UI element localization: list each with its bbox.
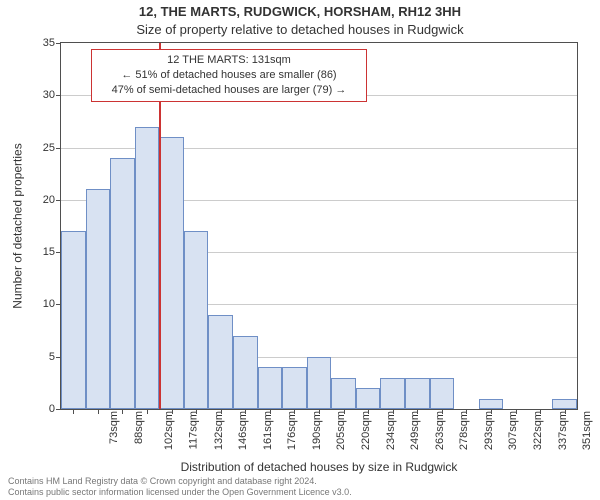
histogram-bar [258, 367, 283, 409]
histogram-bar [184, 231, 209, 409]
x-tick-label: 293sqm [483, 411, 495, 450]
x-tick-mark [98, 409, 99, 414]
chart-title-sub: Size of property relative to detached ho… [0, 22, 600, 37]
histogram-bar [380, 378, 405, 409]
histogram-bar [356, 388, 381, 409]
histogram-bar [331, 378, 356, 409]
x-tick-mark [196, 409, 197, 414]
x-tick-label: 263sqm [434, 411, 446, 450]
y-tick-mark [56, 148, 61, 149]
annotation-line: 47% of semi-detached houses are larger (… [98, 83, 360, 98]
x-tick-mark [368, 409, 369, 414]
histogram-bar [282, 367, 307, 409]
y-tick-mark [56, 95, 61, 96]
x-tick-mark [466, 409, 467, 414]
x-tick-label: 102sqm [164, 411, 176, 450]
x-tick-mark [73, 409, 74, 414]
x-tick-mark [122, 409, 123, 414]
x-tick-mark [172, 409, 173, 414]
x-tick-mark [270, 409, 271, 414]
x-tick-mark [245, 409, 246, 414]
chart-title-main: 12, THE MARTS, RUDGWICK, HORSHAM, RH12 3… [0, 4, 600, 19]
x-tick-label: 190sqm [311, 411, 323, 450]
x-tick-label: 205sqm [336, 411, 348, 450]
y-tick-mark [56, 43, 61, 44]
histogram-bar [233, 336, 258, 409]
x-tick-label: 88sqm [133, 411, 145, 444]
x-axis-label: Distribution of detached houses by size … [60, 460, 578, 474]
histogram-bar [430, 378, 455, 409]
x-tick-label: 278sqm [458, 411, 470, 450]
x-tick-label: 146sqm [237, 411, 249, 450]
y-tick-mark [56, 200, 61, 201]
x-tick-mark [491, 409, 492, 414]
x-tick-mark [294, 409, 295, 414]
x-tick-label: 249sqm [409, 411, 421, 450]
y-axis-label: Number of detached properties [10, 42, 26, 410]
histogram-bar [479, 399, 504, 409]
x-tick-mark [442, 409, 443, 414]
histogram-bar [405, 378, 430, 409]
histogram-bar [86, 189, 111, 409]
x-tick-label: 132sqm [213, 411, 225, 450]
x-tick-mark [221, 409, 222, 414]
x-tick-mark [147, 409, 148, 414]
x-tick-mark [565, 409, 566, 414]
x-tick-label: 351sqm [581, 411, 593, 450]
x-tick-label: 220sqm [360, 411, 372, 450]
x-tick-label: 117sqm [187, 411, 199, 449]
y-tick-label: 20 [25, 194, 55, 206]
annotation-box: 12 THE MARTS: 131sqm← 51% of detached ho… [91, 49, 367, 102]
x-tick-label: 307sqm [508, 411, 520, 450]
footer-line2: Contains public sector information licen… [8, 487, 592, 498]
y-tick-label: 0 [25, 403, 55, 415]
x-tick-label: 322sqm [532, 411, 544, 450]
x-tick-mark [344, 409, 345, 414]
x-tick-mark [319, 409, 320, 414]
plot-area: 0510152025303573sqm88sqm102sqm117sqm132s… [60, 42, 578, 410]
histogram-bar [208, 315, 233, 409]
histogram-bar [110, 158, 135, 409]
histogram-bar [135, 127, 160, 409]
histogram-bar [159, 137, 184, 409]
y-tick-label: 30 [25, 89, 55, 101]
histogram-bar [307, 357, 332, 409]
x-tick-label: 73sqm [108, 411, 120, 444]
x-tick-mark [540, 409, 541, 414]
y-tick-label: 25 [25, 142, 55, 154]
y-tick-mark [56, 409, 61, 410]
x-tick-label: 161sqm [262, 411, 274, 450]
annotation-line: 12 THE MARTS: 131sqm [98, 53, 360, 68]
x-tick-label: 176sqm [286, 411, 298, 450]
y-tick-label: 10 [25, 298, 55, 310]
x-tick-label: 337sqm [557, 411, 569, 450]
y-tick-label: 15 [25, 246, 55, 258]
y-axis-label-text: Number of detached properties [11, 143, 25, 308]
footer-line1: Contains HM Land Registry data © Crown c… [8, 476, 592, 487]
y-tick-label: 35 [25, 37, 55, 49]
y-tick-label: 5 [25, 351, 55, 363]
x-tick-mark [393, 409, 394, 414]
chart-root: 12, THE MARTS, RUDGWICK, HORSHAM, RH12 3… [0, 0, 600, 500]
x-tick-mark [417, 409, 418, 414]
x-tick-mark [516, 409, 517, 414]
x-tick-label: 234sqm [385, 411, 397, 450]
footer-attribution: Contains HM Land Registry data © Crown c… [8, 476, 592, 498]
annotation-line: ← 51% of detached houses are smaller (86… [98, 68, 360, 83]
histogram-bar [552, 399, 577, 409]
histogram-bar [61, 231, 86, 409]
